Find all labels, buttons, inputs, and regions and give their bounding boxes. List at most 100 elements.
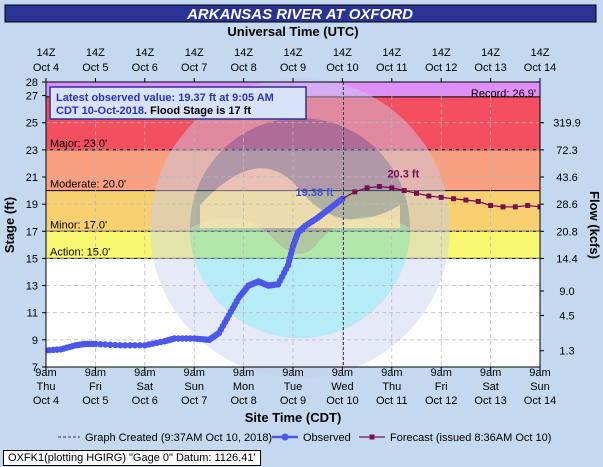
annotation-0: 19.38 ft (296, 187, 334, 199)
top-tick-label: 14Z (185, 47, 204, 59)
top-tick-label: 14Z (86, 47, 105, 59)
left-tick-label: 25 (26, 118, 38, 130)
legend: Graph Created (9:37AM Oct 10, 2018) Obse… (58, 432, 551, 444)
forecast-point (537, 204, 540, 210)
bottom-tick-label: Oct 8 (230, 395, 256, 407)
bottom-tick-label: 9am (233, 367, 254, 379)
forecast-point (401, 188, 407, 194)
forecast-point (352, 189, 358, 195)
forecast-series (342, 184, 540, 210)
observed-point (111, 341, 119, 349)
forecast-point (426, 193, 432, 199)
forecast-point (475, 198, 481, 204)
band-label-action: Action: 15.0' (50, 246, 110, 258)
top-tick-label: Oct 5 (82, 62, 108, 74)
top-tick-label: Oct 9 (280, 62, 306, 74)
left-tick-label: 11 (27, 308, 38, 320)
forecast-point (463, 197, 469, 203)
top-tick-label: Oct 11 (376, 62, 408, 74)
top-tick-label: 14Z (135, 47, 154, 59)
bottom-tick-label: Sat (137, 381, 154, 393)
bottom-tick-label: Fri (89, 381, 102, 393)
left-tick-label: 19 (26, 199, 38, 211)
legend-observed-marker (281, 433, 289, 441)
forecast-point (512, 204, 518, 210)
right-tick-label: 20.8 (556, 226, 577, 238)
top-tick-label: 14Z (432, 47, 451, 59)
top-tick-label: Oct 7 (181, 62, 207, 74)
bottom-tick-label: 9am (529, 367, 550, 379)
band-label-moderate: Moderate: 20.0' (50, 179, 126, 191)
latest-value-date: CDT 10-Oct-2018 (56, 105, 144, 117)
bottom-tick-label: 9am (381, 367, 402, 379)
svg-text:Latest observed value: 19.37 f: Latest observed value: 19.37 ft at 9:05 … (56, 92, 274, 104)
bottom-tick-label: Oct 11 (376, 395, 408, 407)
top-tick-label: Oct 10 (326, 62, 358, 74)
observed-point (97, 341, 104, 348)
forecast-point (376, 184, 382, 189)
top-tick-label: Oct 8 (230, 62, 256, 74)
right-tick-label: 4.5 (559, 310, 574, 322)
observed-point (131, 342, 139, 349)
latest-value-box: Latest observed value: 19.37 ft at 9:05 … (49, 86, 307, 120)
forecast-point (389, 185, 395, 191)
left-tick-label: 9 (32, 335, 38, 347)
bottom-tick-label: Mon (233, 381, 254, 393)
observed-point (107, 341, 114, 348)
forecast-point (438, 194, 444, 200)
right-axis-ticks: 1.3 4.5 9.0 14.4 20.8 28.6 43.6 72.3 319.9 (540, 118, 581, 358)
bottom-tick-label: 9am (480, 367, 501, 379)
svg-text:CDT 10-Oct-2018. Flood Stage i: CDT 10-Oct-2018. Flood Stage is 17 ft (56, 105, 251, 117)
observed-point (136, 342, 144, 349)
bottom-tick-label: Oct 4 (33, 395, 59, 407)
bottom-tick-label: 9am (430, 367, 451, 379)
forecast-point (525, 203, 531, 208)
record-label: Record: 26.9' (471, 88, 536, 100)
top-tick-label: Oct 6 (132, 62, 158, 74)
right-tick-label: 1.3 (559, 346, 574, 358)
bottom-tick-label: Fri (435, 381, 448, 393)
left-tick-label: 23 (26, 145, 38, 157)
band-label-major: Major: 23.0' (50, 138, 107, 150)
top-tick-label: Oct 12 (425, 62, 457, 74)
legend-forecast-label: Forecast (issued 8:36AM Oct 10) (390, 432, 551, 444)
observed-point (102, 341, 109, 348)
bottom-tick-label: 9am (332, 367, 353, 379)
top-axis-title: Universal Time (UTC) (227, 24, 358, 39)
top-tick-label: 14Z (234, 47, 253, 59)
top-tick-label: 14Z (37, 47, 56, 59)
top-tick-label: 14Z (284, 47, 303, 59)
observed-series (46, 195, 346, 354)
bottom-tick-label: Oct 10 (326, 395, 358, 407)
right-tick-label: 43.6 (556, 172, 577, 184)
left-tick-label: 17 (26, 226, 38, 238)
datum-footer: OXFK1(plotting HGIRG) "Gage 0" Datum: 11… (3, 450, 261, 466)
forecast-point (451, 196, 457, 202)
bottom-tick-label: Oct 14 (524, 395, 556, 407)
bottom-tick-label: 9am (183, 367, 204, 379)
observed-point (121, 342, 129, 349)
bottom-tick-label: Sun (530, 381, 550, 393)
top-tick-label: 14Z (531, 47, 550, 59)
bottom-tick-label: 9am (85, 367, 106, 379)
bottom-tick-label: Sun (184, 381, 204, 393)
bottom-axis-title: Site Time (CDT) (245, 410, 342, 425)
value-annotations: 19.38 ft 20.3 ft (296, 169, 420, 199)
left-tick-label: 27 (26, 91, 38, 103)
forecast-point (364, 185, 370, 191)
bottom-tick-label: Oct 7 (181, 395, 207, 407)
bottom-tick-label: 9am (134, 367, 155, 379)
bottom-tick-label: 9am (35, 367, 56, 379)
bottom-tick-label: Sat (482, 381, 499, 393)
flood-band-labels: Action: 15.0' Minor: 17.0' Moderate: 20.0'… (50, 138, 126, 259)
bottom-tick-label: Oct 5 (82, 395, 108, 407)
left-tick-label: 28 (26, 77, 38, 89)
top-tick-label: Oct 14 (524, 62, 556, 74)
legend-forecast-marker (369, 434, 375, 440)
left-tick-label: 21 (26, 172, 38, 184)
bottom-tick-label: 9am (282, 367, 303, 379)
bottom-tick-label: Thu (37, 381, 56, 393)
left-axis-ticks: 7 9 11 13 15 17 19 21 23 25 27 28 (26, 77, 46, 374)
bottom-tick-label: Thu (382, 381, 401, 393)
